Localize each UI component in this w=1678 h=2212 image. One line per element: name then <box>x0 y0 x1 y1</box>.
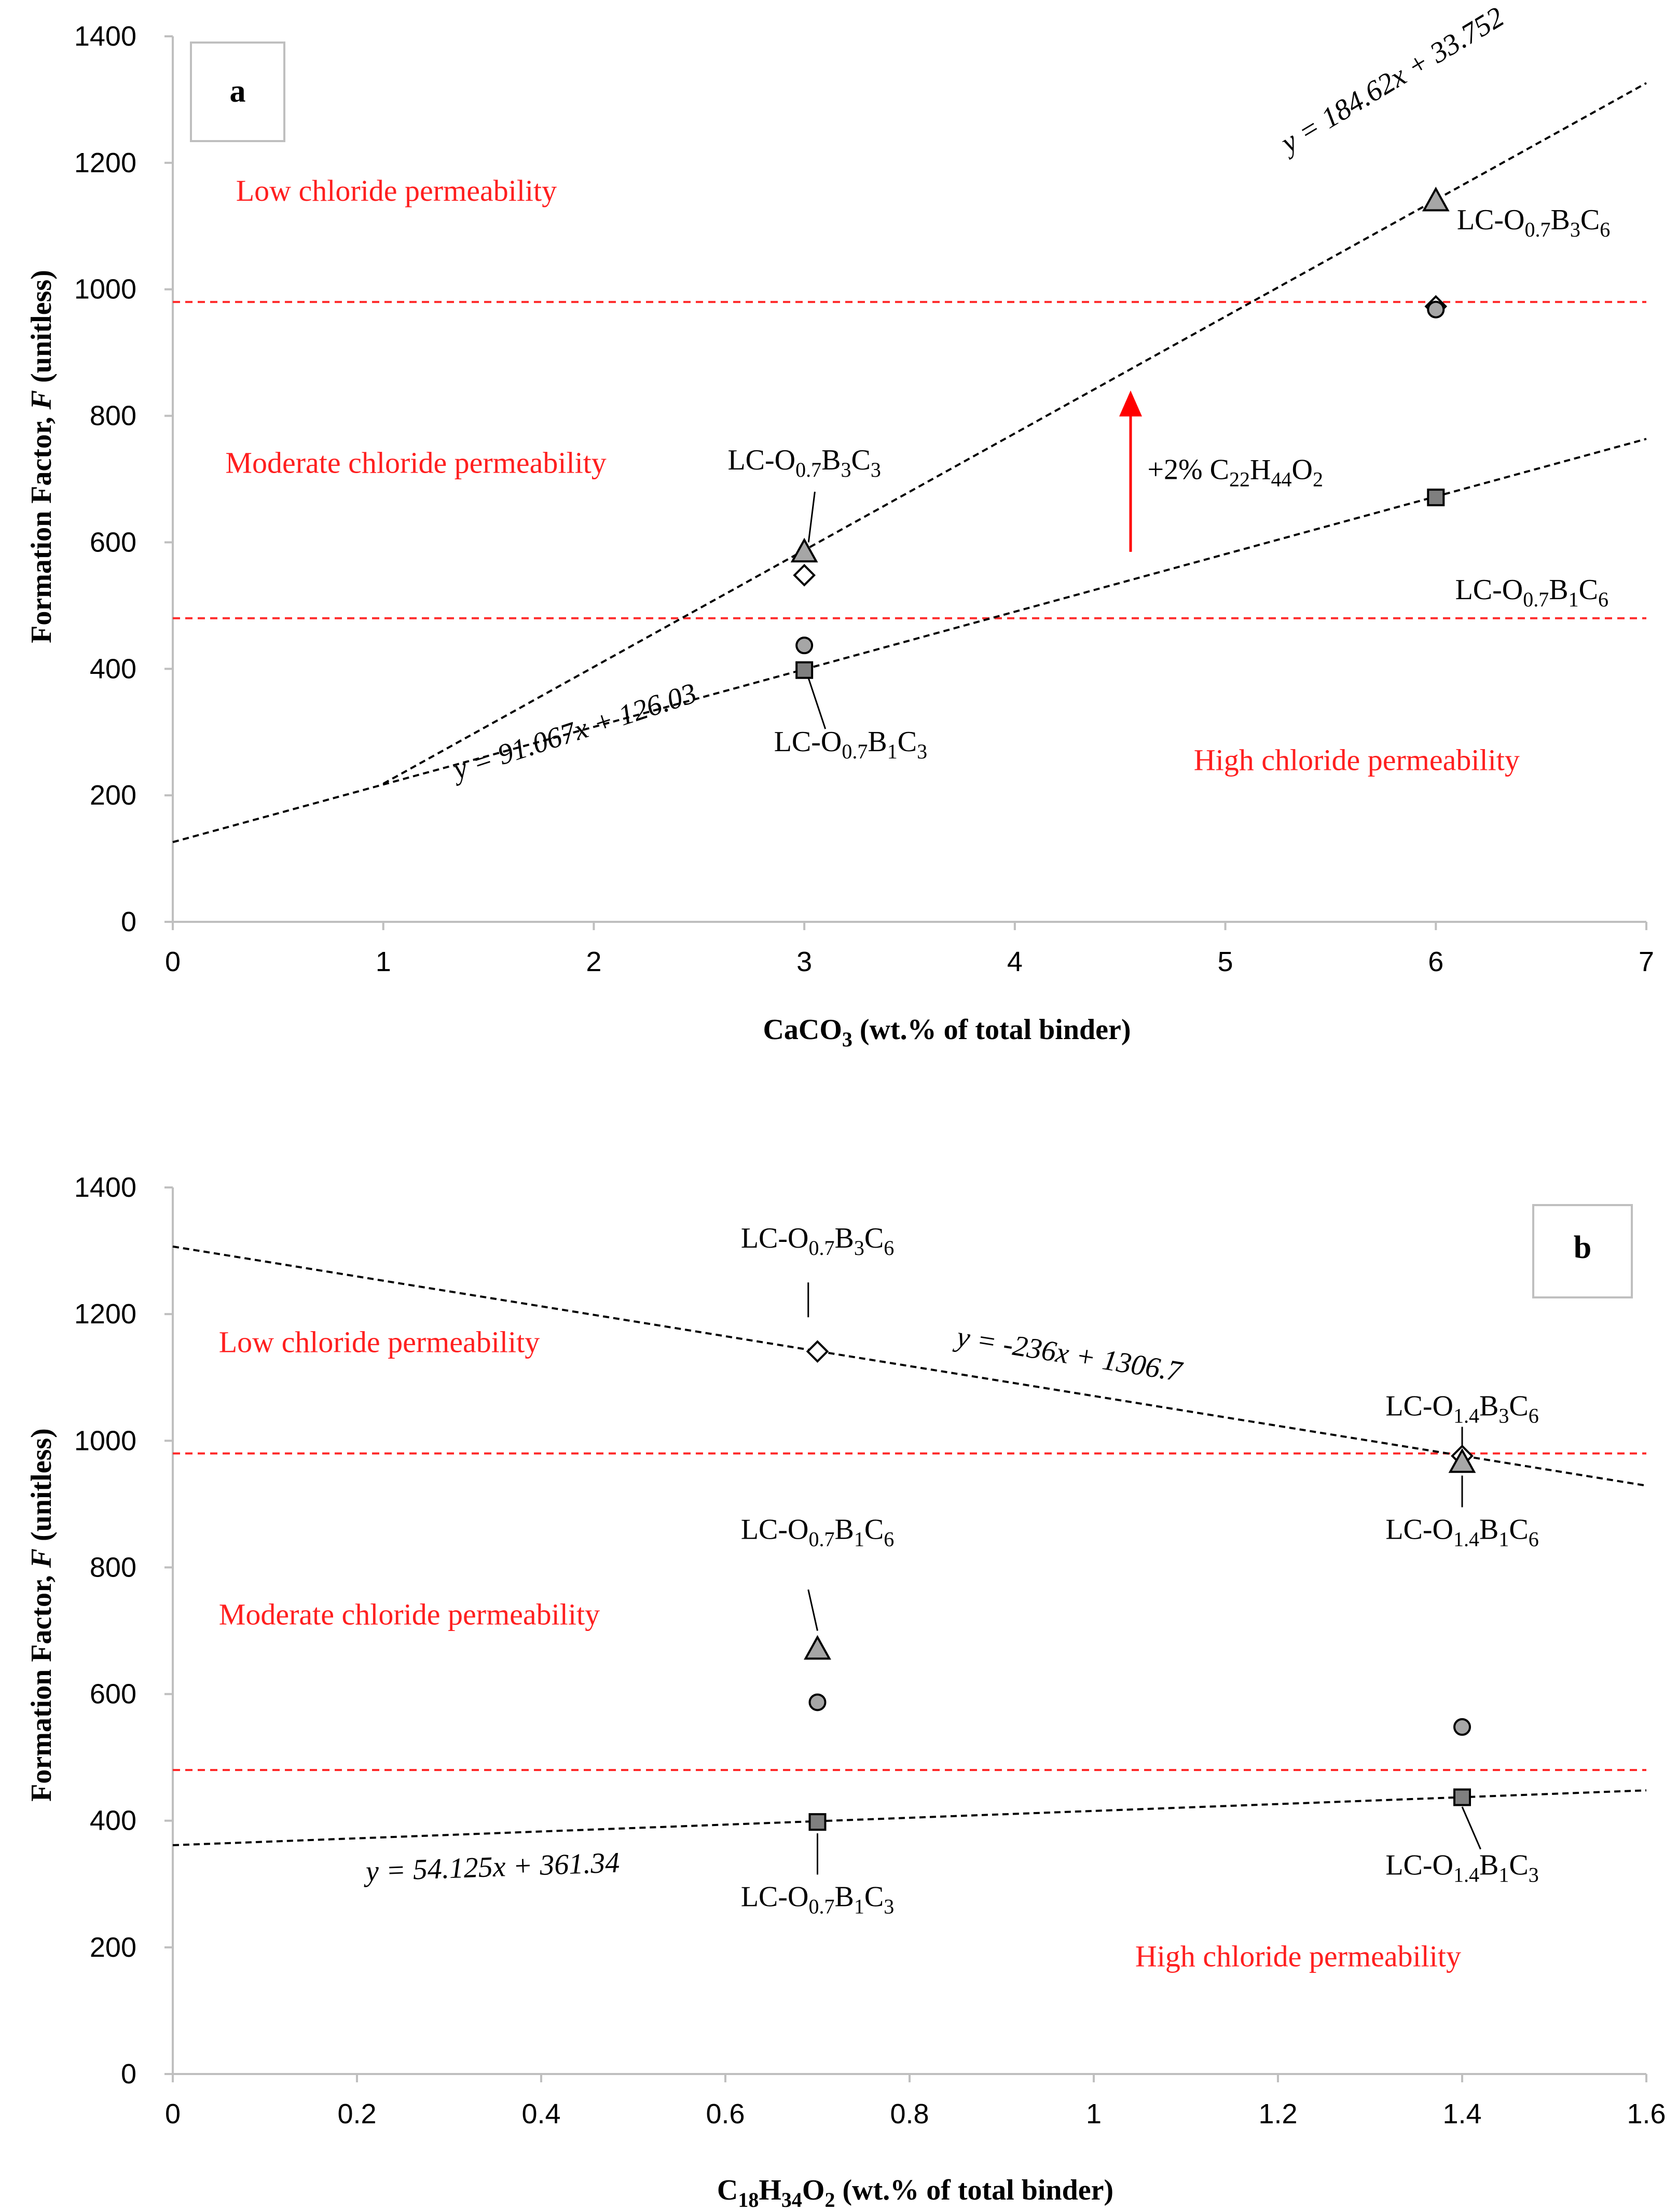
panel-b-trendline-label-1: y = 54.125x + 361.34 <box>363 1847 620 1888</box>
panel-a-y-tick-1: 200 <box>90 780 136 811</box>
panel-b-sample-label-0: LC-O0.7B3C6 <box>741 1222 894 1260</box>
panel-b-zone-label-1: Moderate chloride permeability <box>219 1597 600 1631</box>
panel-b-marker-square-3-1 <box>1453 1788 1471 1806</box>
panel-b-y-tick-6: 1200 <box>74 1298 136 1330</box>
panel-b-marker-circle-2-0 <box>808 1693 827 1711</box>
panel-b-y-tick-5: 1000 <box>74 1425 136 1456</box>
panel-b-y-tick-2: 400 <box>90 1805 136 1836</box>
panel-b-y-axis-label: Formation Factor, F (unitless) <box>25 1428 58 1802</box>
panel-b-x-tick-4: 0.8 <box>890 2098 929 2130</box>
panel-a-leader-line-1 <box>807 491 816 543</box>
panel-b-x-tick-6: 1.2 <box>1258 2098 1297 2130</box>
panel-b-letter-box <box>1532 1204 1633 1298</box>
panel-b-trendline-1 <box>172 1789 1647 1846</box>
panel-a-x-tick-0: 0 <box>165 946 181 977</box>
panel-b-y-tick-0: 0 <box>121 2058 136 2090</box>
panel-b-sample-label-3: LC-O0.7B1C6 <box>741 1513 894 1551</box>
panel-b-leader-line-3 <box>807 1589 818 1631</box>
panel-a-x-tick-6: 6 <box>1428 946 1443 977</box>
panel-a-trendline-label-1: y = 91.067x + 126.03 <box>447 677 700 787</box>
panel-a-leader-line-3 <box>807 678 827 729</box>
panel-b-y-tick-4: 800 <box>90 1552 136 1583</box>
panel-a-marker-square-3-1 <box>1427 488 1445 506</box>
panel-b-marker-square-3-0 <box>808 1813 827 1831</box>
panel-b-marker-circle-2-1 <box>1453 1718 1471 1736</box>
panel-b-x-tick-1: 0.2 <box>337 2098 376 2130</box>
panel-a-zone-label-2: High chloride permeability <box>1194 743 1520 777</box>
panel-a-arrow-label: +2% C22H44O2 <box>1147 454 1323 491</box>
panel-a-marker-diamond-1-0 <box>793 564 816 587</box>
panel-b-x-axis-label: C18H34O2 (wt.% of total binder) <box>717 2174 1113 2211</box>
panel-b-sample-label-2: LC-O1.4B1C6 <box>1385 1513 1538 1551</box>
panel-b-marker-triangle-1-1 <box>1448 1448 1476 1473</box>
panel-a-y-axis-label: Formation Factor, F (unitless) <box>25 270 58 643</box>
panel-a-trendline-label-0: y = 184.62x + 33.752 <box>1273 1 1510 161</box>
panel-a-y-tick-4: 800 <box>90 400 136 432</box>
panel-a-x-tick-2: 2 <box>586 946 601 977</box>
panel-a-marker-circle-2-0 <box>795 637 814 655</box>
panel-b-axes: 0 200 400 600 800 1000 1200 1400 0 0.2 0.4 0.6 0.8 1 1… <box>74 1172 1666 2130</box>
panel-a-x-tick-5: 5 <box>1218 946 1233 977</box>
panel-b: 0 200 400 600 800 1000 1200 1400 0 0.2 0.4 0.6 0.8 1 1… <box>25 1172 1666 2211</box>
panel-a-y-tick-7: 1400 <box>74 21 136 52</box>
panel-b-zone-label-0: Low chloride permeability <box>219 1325 540 1359</box>
panel-a-x-tick-4: 4 <box>1007 946 1023 977</box>
panel-a-sample-label-1: LC-O0.7B3C3 <box>727 444 881 481</box>
panel-a-trendline-1 <box>172 438 1647 844</box>
panel-b-sample-label-4: LC-O0.7B1C3 <box>741 1881 894 1918</box>
panel-a-sample-label-0: LC-O0.7B3C6 <box>1457 204 1610 241</box>
panel-a-marker-triangle-0-1 <box>1422 186 1450 212</box>
panel-b-marker-diamond-0-0 <box>806 1340 829 1363</box>
panel-b-plot: Low chloride permeability Moderate chlori… <box>172 1222 1647 1973</box>
panel-a-red-arrow-head <box>1119 390 1142 417</box>
panel-a-x-axis-label: CaCO3 (wt.% of total binder) <box>763 1014 1131 1051</box>
panel-a-sample-label-3: LC-O0.7B1C3 <box>774 726 927 763</box>
panel-a-y-tick-2: 400 <box>90 653 136 684</box>
panel-a-x-tick-1: 1 <box>376 946 391 977</box>
panel-b-x-tick-2: 0.4 <box>521 2098 560 2130</box>
panel-b-x-tick-3: 0.6 <box>706 2098 745 2130</box>
panel-a-letter-box <box>190 42 285 142</box>
panel-a-y-tick-3: 600 <box>90 527 136 558</box>
panel-a-x-tick-7: 7 <box>1639 946 1654 977</box>
panel-a-plot: Low chloride permeability Moderate chlori… <box>172 1 1647 844</box>
panel-a-axes: 0 200 400 600 800 1000 1200 1400 0 1 2 3 4 5 6 7 <box>74 21 1654 977</box>
panel-a-marker-square-3-0 <box>795 661 814 679</box>
panel-b-y-tick-1: 200 <box>90 1932 136 1963</box>
panel-b-x-tick-7: 1.4 <box>1442 2098 1481 2130</box>
panel-b-zone-label-2: High chloride permeability <box>1135 1939 1461 1973</box>
panel-b-leader-line-5 <box>1461 1806 1481 1850</box>
panel-a-y-tick-5: 1000 <box>74 274 136 305</box>
panel-b-x-tick-8: 1.6 <box>1627 2098 1666 2130</box>
panel-a-x-tick-3: 3 <box>796 946 812 977</box>
panel-a-y-tick-6: 1200 <box>74 147 136 178</box>
panel-b-x-tick-5: 1 <box>1086 2098 1102 2130</box>
panel-b-sample-label-1: LC-O1.4B3C6 <box>1385 1390 1538 1427</box>
panel-a-marker-circle-2-1 <box>1427 300 1445 319</box>
panel-b-x-tick-0: 0 <box>165 2098 181 2130</box>
panel-b-trendline-0 <box>172 1245 1647 1487</box>
panel-a-zone-label-1: Moderate chloride permeability <box>225 446 606 479</box>
panel-a: 0 200 400 600 800 1000 1200 1400 0 1 2 3 4 5 6 7 a Low … <box>25 1 1654 1051</box>
panel-a-y-tick-0: 0 <box>121 906 136 937</box>
panel-a-sample-label-2: LC-O0.7B1C6 <box>1455 574 1608 611</box>
panel-b-marker-triangle-1-0 <box>804 1635 831 1660</box>
panel-a-letter: a <box>230 74 246 109</box>
panel-b-sample-label-5: LC-O1.4B1C3 <box>1385 1849 1538 1886</box>
panel-a-trendline-0 <box>382 82 1647 785</box>
panel-a-zone-label-0: Low chloride permeability <box>236 174 557 208</box>
panel-b-y-tick-7: 1400 <box>74 1172 136 1203</box>
panel-b-letter: b <box>1574 1230 1591 1265</box>
panel-b-y-tick-3: 600 <box>90 1679 136 1710</box>
panel-a-marker-triangle-0-0 <box>790 537 818 563</box>
